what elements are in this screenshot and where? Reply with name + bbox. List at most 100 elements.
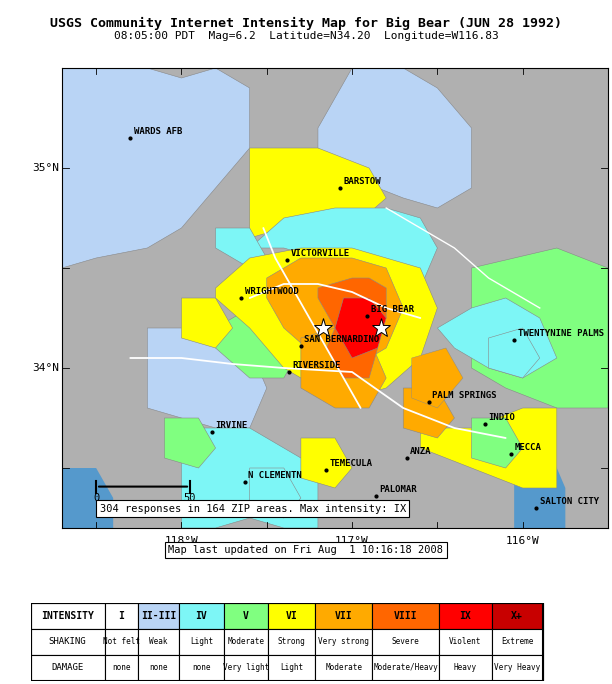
- Text: Moderate/Heavy: Moderate/Heavy: [373, 663, 438, 672]
- Text: IRVINE: IRVINE: [215, 421, 248, 430]
- Bar: [223, 603, 268, 629]
- Bar: [491, 655, 543, 681]
- Polygon shape: [250, 258, 301, 298]
- Polygon shape: [215, 248, 438, 398]
- Polygon shape: [318, 278, 386, 348]
- Polygon shape: [471, 418, 523, 468]
- Bar: [105, 629, 138, 655]
- Polygon shape: [181, 428, 318, 528]
- Text: none: none: [149, 663, 168, 672]
- Bar: [179, 629, 223, 655]
- Polygon shape: [215, 308, 301, 378]
- Text: Moderate: Moderate: [227, 637, 264, 646]
- Text: Not felt: Not felt: [103, 637, 140, 646]
- Bar: [31, 603, 105, 629]
- Polygon shape: [301, 328, 386, 408]
- Polygon shape: [506, 448, 565, 538]
- Text: RIVERSIDE: RIVERSIDE: [293, 361, 341, 370]
- Text: N CLEMENTN: N CLEMENTN: [248, 471, 302, 480]
- Bar: [439, 655, 491, 681]
- Polygon shape: [62, 468, 113, 528]
- Text: 116°W: 116°W: [506, 536, 540, 547]
- Text: PALOMAR: PALOMAR: [379, 485, 417, 494]
- Polygon shape: [403, 388, 455, 438]
- Text: SAN BERNARDINO: SAN BERNARDINO: [304, 335, 379, 344]
- Bar: [372, 629, 439, 655]
- Bar: [138, 655, 179, 681]
- Bar: [31, 603, 543, 681]
- Polygon shape: [301, 438, 352, 488]
- Polygon shape: [165, 418, 215, 468]
- Polygon shape: [267, 258, 403, 368]
- Text: ANZA: ANZA: [410, 447, 431, 456]
- Text: INTENSITY: INTENSITY: [41, 611, 94, 621]
- Text: Light: Light: [190, 637, 213, 646]
- Bar: [315, 603, 372, 629]
- Text: 117°W: 117°W: [335, 536, 369, 547]
- Polygon shape: [326, 328, 378, 378]
- Text: Severe: Severe: [392, 637, 420, 646]
- Text: INDIO: INDIO: [488, 413, 515, 422]
- Polygon shape: [488, 328, 540, 378]
- Text: PALM SPRINGS: PALM SPRINGS: [432, 391, 497, 400]
- Polygon shape: [412, 348, 463, 408]
- Polygon shape: [181, 298, 233, 348]
- Polygon shape: [215, 228, 267, 268]
- Bar: [268, 655, 315, 681]
- Bar: [372, 655, 439, 681]
- Bar: [439, 603, 491, 629]
- Text: Very Heavy: Very Heavy: [494, 663, 540, 672]
- Polygon shape: [318, 68, 471, 208]
- Text: I: I: [118, 611, 124, 621]
- Text: SALTON CITY: SALTON CITY: [540, 497, 599, 506]
- Bar: [31, 655, 105, 681]
- Polygon shape: [250, 468, 301, 518]
- Text: Very light: Very light: [223, 663, 269, 672]
- Bar: [105, 603, 138, 629]
- Bar: [439, 629, 491, 655]
- Polygon shape: [420, 408, 557, 488]
- Polygon shape: [471, 248, 608, 408]
- Text: VIII: VIII: [394, 611, 417, 621]
- Text: 35°N: 35°N: [32, 163, 59, 173]
- Text: Light: Light: [280, 663, 303, 672]
- Polygon shape: [438, 298, 557, 378]
- Polygon shape: [147, 328, 267, 428]
- Text: VII: VII: [335, 611, 353, 621]
- Text: BIG BEAR: BIG BEAR: [371, 305, 414, 314]
- Text: Extreme: Extreme: [501, 637, 534, 646]
- Text: MECCA: MECCA: [514, 443, 541, 452]
- Bar: [138, 603, 179, 629]
- Text: 50: 50: [184, 492, 196, 503]
- Text: VICTORVILLE: VICTORVILLE: [291, 249, 350, 258]
- Text: none: none: [192, 663, 211, 672]
- Text: Weak: Weak: [149, 637, 168, 646]
- Text: 08:05:00 PDT  Mag=6.2  Latitude=N34.20  Longitude=W116.83: 08:05:00 PDT Mag=6.2 Latitude=N34.20 Lon…: [114, 31, 498, 41]
- Text: TWENTYNINE PALMS: TWENTYNINE PALMS: [518, 329, 603, 338]
- Bar: [179, 603, 223, 629]
- Text: 34°N: 34°N: [32, 363, 59, 373]
- Polygon shape: [62, 68, 250, 268]
- Text: USGS Community Internet Intensity Map for Big Bear (JUN 28 1992): USGS Community Internet Intensity Map fo…: [50, 17, 562, 30]
- Text: 0: 0: [93, 492, 99, 503]
- Text: none: none: [112, 663, 130, 672]
- Text: X+: X+: [512, 611, 523, 621]
- Bar: [372, 603, 439, 629]
- Text: Strong: Strong: [278, 637, 305, 646]
- Text: SHAKING: SHAKING: [49, 637, 86, 646]
- Bar: [268, 629, 315, 655]
- Text: Very strong: Very strong: [318, 637, 369, 646]
- Bar: [315, 629, 372, 655]
- Text: 118°W: 118°W: [165, 536, 198, 547]
- Bar: [179, 655, 223, 681]
- Bar: [105, 655, 138, 681]
- Bar: [31, 629, 105, 655]
- Text: IX: IX: [460, 611, 471, 621]
- Bar: [491, 603, 543, 629]
- Polygon shape: [335, 298, 386, 358]
- Polygon shape: [250, 208, 438, 288]
- Polygon shape: [250, 148, 386, 238]
- Bar: [268, 603, 315, 629]
- Bar: [223, 655, 268, 681]
- Bar: [315, 655, 372, 681]
